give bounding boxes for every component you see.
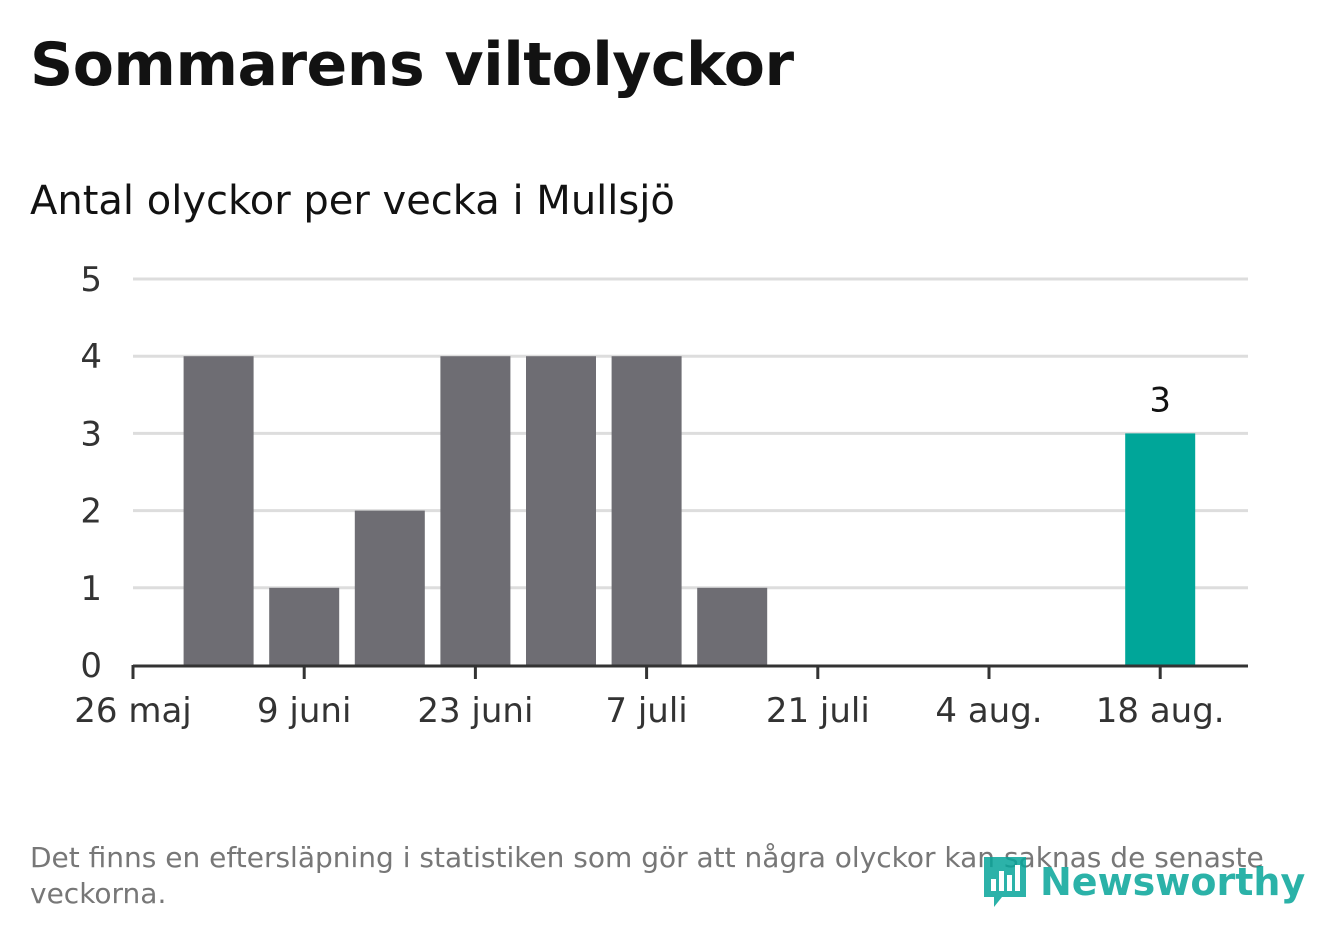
y-tick-label: 4 — [80, 337, 102, 377]
x-tick-label: 23 juni — [417, 691, 533, 731]
y-tick-label: 0 — [80, 646, 102, 686]
newsworthy-logo: Newsworthy — [980, 852, 1305, 912]
x-tick-label: 26 maj — [74, 691, 191, 731]
y-tick-label: 2 — [80, 492, 102, 532]
footnote: Det finns en eftersläpning i statistiken… — [30, 841, 1264, 910]
x-axis: 26 maj 9 juni 23 juni 7 juli 21 juli 4 aug. 18… — [74, 664, 1248, 731]
newsworthy-logo-icon — [984, 857, 1026, 907]
bar-16-juni — [354, 510, 425, 665]
y-tick-label: 1 — [80, 569, 102, 609]
bar-2-juni — [183, 356, 254, 665]
chart-subtitle: Antal olyckor per vecka i Mullsjö — [30, 178, 675, 224]
y-tick-label: 3 — [80, 414, 102, 454]
logo-text: Newsworthy — [1040, 860, 1306, 904]
chart-title: Sommarens viltolyckor — [30, 30, 794, 100]
x-tick-label: 21 juli — [766, 691, 870, 731]
bar-chart: 0 1 2 3 4 5 3 26 maj 9 juni 23 juni 7 juli 21 jul… — [74, 260, 1248, 731]
bar-14-juli — [697, 587, 768, 665]
bar-7-juli — [611, 356, 682, 665]
bar-9-juni — [269, 587, 340, 665]
y-tick-label: 5 — [80, 260, 102, 300]
x-tick-label: 9 juni — [257, 691, 351, 731]
x-tick-label: 4 aug. — [935, 691, 1042, 731]
y-axis-ticks: 0 1 2 3 4 5 — [80, 260, 102, 686]
data-labels: 3 — [1149, 380, 1171, 420]
bar-18-aug- — [1125, 433, 1196, 665]
bar-30-juni — [526, 356, 596, 665]
data-label: 3 — [1149, 380, 1171, 420]
gridlines — [133, 277, 1248, 590]
bar-23-juni — [440, 356, 511, 665]
x-tick-label: 18 aug. — [1096, 691, 1225, 731]
x-tick-label: 7 juli — [605, 691, 687, 731]
bars — [183, 356, 1196, 665]
